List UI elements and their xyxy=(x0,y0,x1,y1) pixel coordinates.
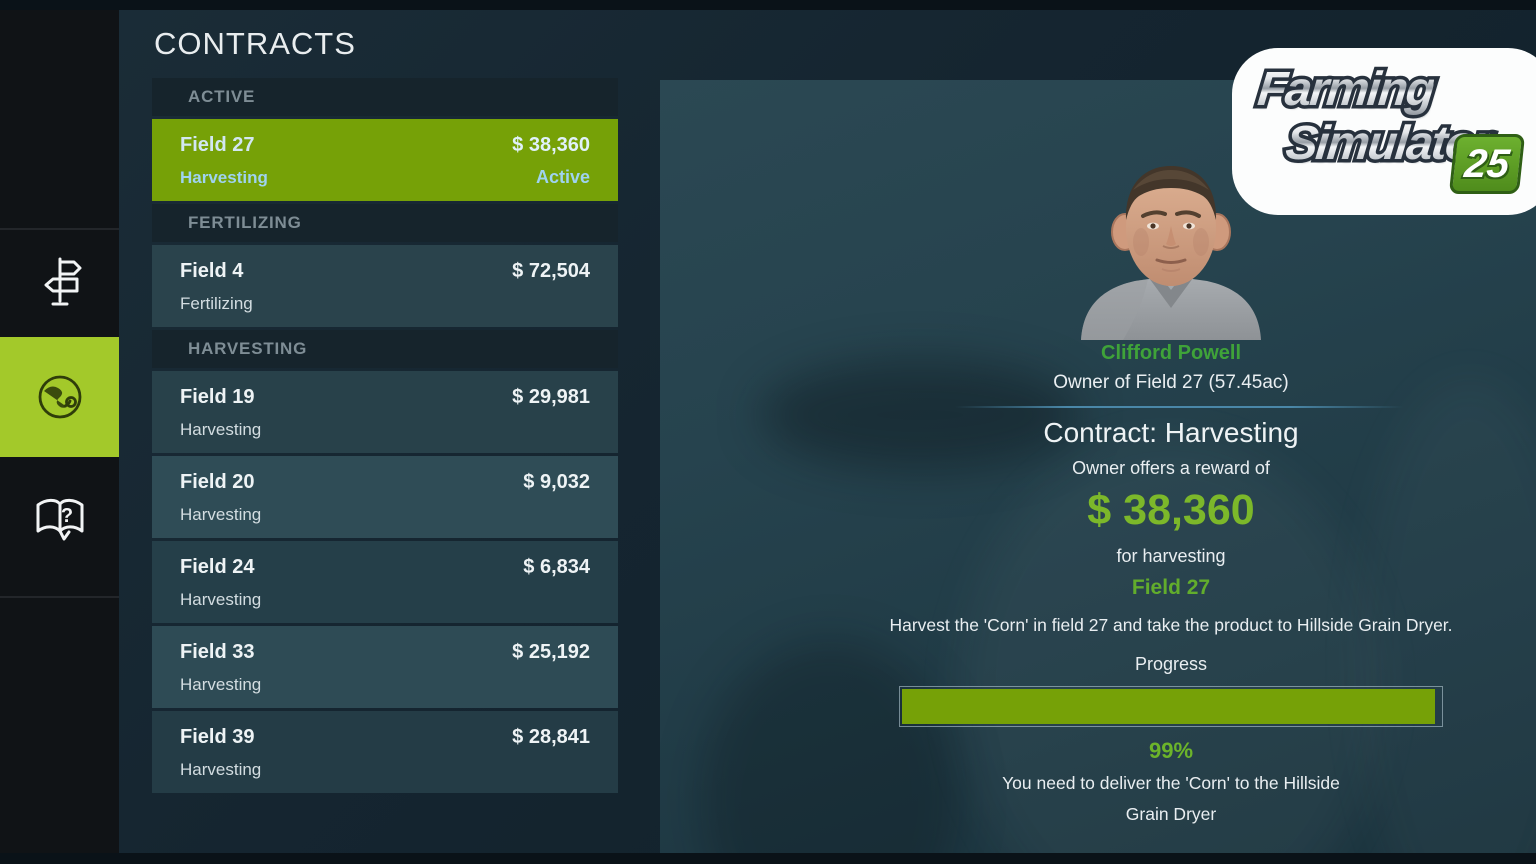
owner-name: Clifford Powell xyxy=(1101,342,1241,364)
contract-row-field-39[interactable]: Field 39 $ 28,841 Harvesting xyxy=(152,711,618,793)
progress-label: Progress xyxy=(1134,654,1208,674)
row-type: Harvesting xyxy=(180,760,262,779)
contract-row-field-4[interactable]: Field 4 $ 72,504 Fertilizing xyxy=(152,245,618,327)
row-type: Harvesting xyxy=(180,168,268,187)
row-reward: $ 38,360 xyxy=(512,134,590,156)
row-reward: $ 25,192 xyxy=(512,641,590,663)
background-blur-blob xyxy=(760,360,1080,470)
contract-row-field-24[interactable]: Field 24 $ 6,834 Harvesting xyxy=(152,541,618,623)
row-field-name: Field 19 xyxy=(180,386,255,408)
svg-text:?: ? xyxy=(60,505,72,527)
contract-row-field-33[interactable]: Field 33 $ 25,192 Harvesting xyxy=(152,626,618,708)
help-book-icon: ? xyxy=(36,498,83,541)
contract-title: Contract: Harvesting xyxy=(1043,417,1299,448)
contract-row-field-27[interactable]: Field 27 $ 38,360 Harvesting Active xyxy=(152,119,618,201)
progress-bar-fill xyxy=(902,689,1435,724)
contract-row-field-20[interactable]: Field 20 $ 9,032 Harvesting xyxy=(152,456,618,538)
background-blur-blob xyxy=(960,440,1380,864)
row-reward: $ 72,504 xyxy=(512,260,590,282)
row-reward: $ 28,841 xyxy=(512,726,590,748)
section-header-fertilizing: FERTILIZING xyxy=(152,204,618,242)
contract-description: Harvest the 'Corn' in field 27 and take … xyxy=(889,615,1453,635)
section-header-active: ACTIVE xyxy=(152,78,618,116)
sidebar-item-help[interactable]: ? xyxy=(0,460,119,578)
logo-25-text: 25 xyxy=(1462,141,1512,186)
owner-portrait xyxy=(1081,166,1261,340)
sidebar-item-map[interactable] xyxy=(0,230,119,334)
progress-percent: 99% xyxy=(1148,738,1194,763)
page-title: CONTRACTS xyxy=(154,26,356,61)
row-field-name: Field 33 xyxy=(180,641,255,663)
signpost-icon xyxy=(44,257,81,306)
row-type: Harvesting xyxy=(180,505,262,524)
sidebar-divider xyxy=(0,596,119,598)
row-type: Fertilizing xyxy=(180,294,253,313)
row-reward: $ 29,981 xyxy=(512,386,590,408)
row-status-badge: Active xyxy=(535,167,590,187)
row-type: Harvesting xyxy=(180,420,262,439)
reward-for: for harvesting xyxy=(1116,546,1226,566)
row-field-name: Field 24 xyxy=(180,556,255,578)
row-type: Harvesting xyxy=(180,675,262,694)
section-header-harvesting: HARVESTING xyxy=(152,330,618,368)
detail-divider xyxy=(955,406,1403,408)
letterbox-bottom xyxy=(0,853,1536,864)
row-type: Harvesting xyxy=(180,590,262,609)
row-field-name: Field 27 xyxy=(180,134,255,156)
logo-25-badge: 25 xyxy=(1448,134,1526,194)
progress-bar xyxy=(899,686,1443,727)
letterbox-top xyxy=(0,0,1536,10)
contract-list: ACTIVE Field 27 $ 38,360 Harvesting Acti… xyxy=(152,78,618,793)
reward-amount: $ 38,360 xyxy=(1087,486,1255,534)
globe-icon xyxy=(38,375,81,419)
owner-subtitle: Owner of Field 27 (57.45ac) xyxy=(1053,372,1289,393)
reward-field-name: Field 27 xyxy=(1131,576,1211,599)
row-reward: $ 9,032 xyxy=(523,471,590,493)
sidebar-item-contracts[interactable] xyxy=(0,337,119,457)
row-field-name: Field 20 xyxy=(180,471,255,493)
row-field-name: Field 39 xyxy=(180,726,255,748)
row-reward: $ 6,834 xyxy=(523,556,590,578)
reward-intro: Owner offers a reward of xyxy=(1072,458,1270,478)
sidebar: ? xyxy=(0,0,119,864)
sidebar-divider xyxy=(0,228,119,230)
farming-simulator-logo: Farming Farming Simulator Simulator 25 xyxy=(1232,48,1536,215)
row-field-name: Field 4 xyxy=(180,260,244,282)
logo-text: Farming xyxy=(1255,63,1437,116)
delivery-note-line1: You need to deliver the 'Corn' to the Hi… xyxy=(1002,773,1340,793)
contract-row-field-19[interactable]: Field 19 $ 29,981 Harvesting xyxy=(152,371,618,453)
delivery-note-line2: Grain Dryer xyxy=(1125,804,1217,824)
